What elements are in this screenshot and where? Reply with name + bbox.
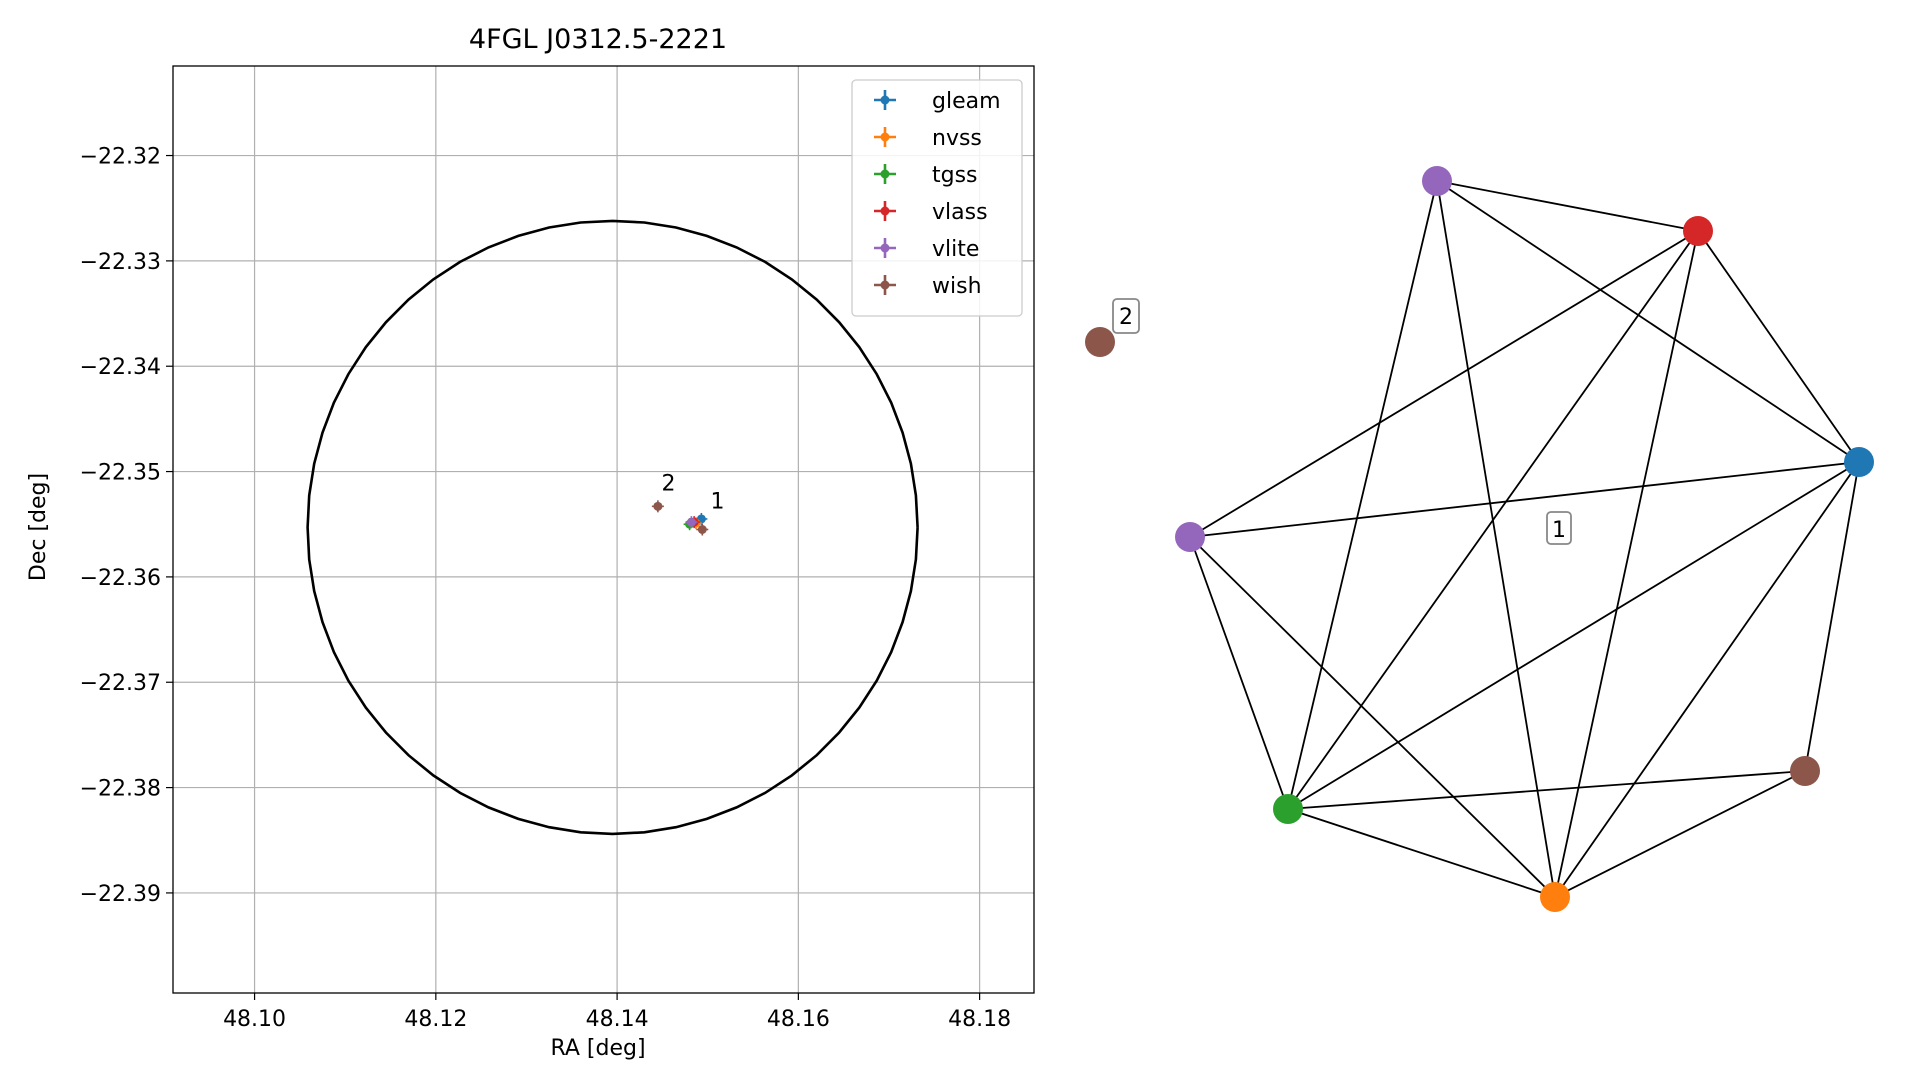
node-label: 2: [1119, 305, 1133, 330]
graph-node-nvss: [1540, 882, 1570, 912]
graph-edge: [1554, 230, 1699, 898]
x-tick-label: 48.12: [404, 1007, 467, 1032]
y-tick-label: −22.35: [80, 461, 161, 486]
graph-edge: [1287, 461, 1860, 810]
point-annotations: 21: [662, 472, 725, 515]
x-tick-label: 48.18: [948, 1007, 1011, 1032]
y-tick-label: −22.36: [80, 566, 161, 591]
y-axis-ticks: −22.32 −22.33 −22.34 −22.35 −22.36 −22.37 −22.…: [80, 145, 173, 907]
graph-edge: [1554, 461, 1860, 898]
axes-frame: [172, 65, 1035, 994]
point-annotation: 2: [662, 472, 676, 497]
legend-item-nvss: nvss: [874, 126, 982, 151]
legend-label: vlass: [932, 200, 988, 225]
source-points: [651, 500, 709, 536]
graph-node-vlite_b: [1175, 522, 1205, 552]
legend-label: wish: [932, 274, 982, 299]
search-circle: [306, 219, 919, 836]
graph-node-vlass: [1683, 216, 1713, 246]
y-tick-label: −22.38: [80, 777, 161, 802]
graph-edge: [1287, 808, 1556, 898]
node-label-box: 2: [1112, 298, 1140, 334]
graph-node-vlite_a: [1422, 166, 1452, 196]
y-tick-label: −22.33: [80, 250, 161, 275]
x-tick-label: 48.10: [223, 1007, 286, 1032]
legend-box: [851, 79, 1023, 317]
graph-edge: [1804, 461, 1860, 772]
cluster-label: 1: [1552, 518, 1566, 543]
graph-node-tgss: [1273, 794, 1303, 824]
legend-label: tgss: [932, 163, 978, 188]
cluster-label-box: 1: [1546, 511, 1572, 545]
x-axis-label: RA [deg]: [550, 1036, 645, 1061]
graph-edge: [1287, 180, 1438, 810]
data-point-wish: [651, 500, 664, 513]
data-point-vlite: [685, 516, 698, 529]
y-tick-label: −22.34: [80, 355, 161, 380]
graph-edge: [1189, 230, 1699, 538]
legend-item-vlite: vlite: [874, 237, 979, 262]
graph-edge: [1554, 770, 1806, 898]
legend: gleam nvss tgss vlass vlite wish: [851, 79, 1023, 317]
graph-node-wish_a: [1085, 327, 1115, 357]
legend-item-vlass: vlass: [874, 200, 988, 225]
graph-edge: [1189, 536, 1556, 898]
chart-title: 4FGL J0312.5-2221: [469, 24, 727, 55]
x-tick-label: 48.16: [767, 1007, 830, 1032]
graph-edges: [1189, 180, 1860, 898]
graph-edge: [1436, 180, 1699, 232]
legend-item-gleam: gleam: [874, 89, 1001, 114]
graph-edge: [1189, 536, 1289, 810]
network-graph: 2 1: [1085, 166, 1874, 912]
graph-edge: [1189, 461, 1860, 538]
x-tick-label: 48.14: [586, 1007, 649, 1032]
graph-nodes: 2: [1085, 166, 1874, 912]
graph-edge: [1287, 770, 1806, 810]
graph-edge: [1436, 180, 1556, 898]
legend-item-tgss: tgss: [874, 163, 978, 188]
y-tick-label: −22.32: [80, 145, 161, 170]
y-tick-label: −22.39: [80, 882, 161, 907]
point-annotation: 1: [710, 489, 724, 514]
search-circle-path: [306, 219, 919, 836]
legend-item-wish: wish: [874, 274, 982, 299]
legend-label: gleam: [932, 89, 1001, 114]
graph-edge: [1436, 180, 1860, 463]
graph-edge: [1697, 230, 1860, 463]
x-axis-ticks: 48.10 48.12 48.14 48.16 48.18: [223, 993, 1011, 1032]
graph-edge: [1287, 230, 1699, 810]
legend-label: nvss: [932, 126, 982, 151]
sky-plot: 21 48.10 48.12 48.14 48.16 48.18 −22.32−22.3…: [26, 24, 1035, 1061]
data-point-wish: [696, 523, 709, 536]
y-axis-label: Dec [deg]: [26, 473, 51, 581]
legend-label: vlite: [932, 237, 979, 262]
graph-node-wish_b: [1790, 756, 1820, 786]
y-tick-label: −22.37: [80, 671, 161, 696]
graph-node-gleam: [1844, 447, 1874, 477]
